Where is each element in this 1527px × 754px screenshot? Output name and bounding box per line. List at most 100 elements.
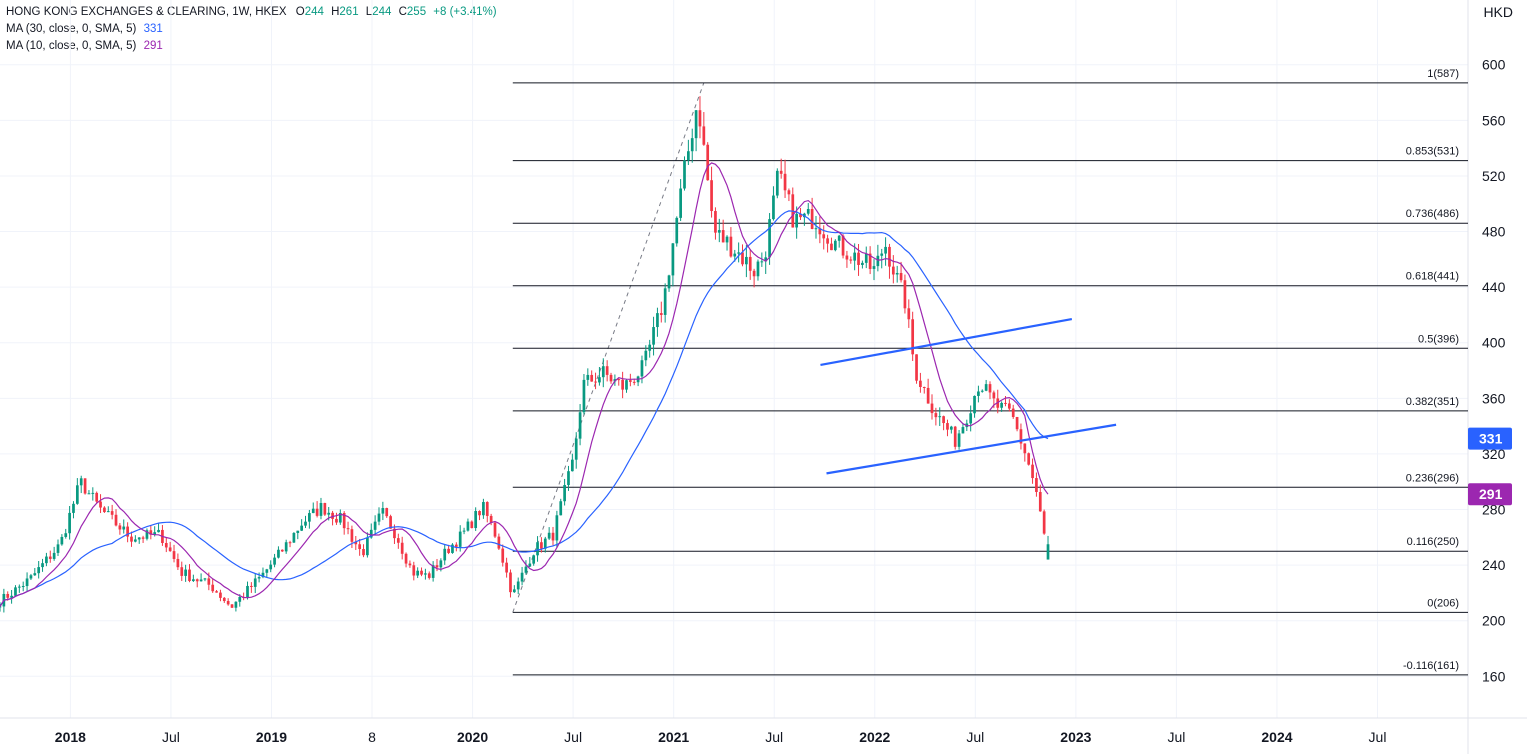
ma10-legend-label: MA (10, close, 0, SMA, 5) [6, 40, 137, 52]
candle-body [1031, 464, 1034, 479]
candle-body [702, 126, 706, 145]
candle-body [323, 503, 327, 515]
candle-body [37, 567, 41, 574]
chart-legend: HONG KONG EXCHANGES & CLEARING, 1W, HKEX… [6, 4, 497, 55]
candle-body [427, 573, 431, 578]
candle-body [118, 525, 122, 530]
ma30-legend-row[interactable]: MA (30, close, 0, SMA, 5) 331 [6, 21, 497, 38]
candle-body [1027, 453, 1031, 465]
candle-body [56, 544, 60, 553]
y-tick-label: 400 [1482, 335, 1506, 351]
candle-body [164, 543, 168, 548]
candle-body [458, 531, 462, 547]
y-tick-label: 200 [1482, 613, 1506, 629]
candle-body [946, 423, 949, 430]
candle-body [551, 532, 555, 541]
low-value: 244 [372, 6, 392, 18]
candle-body [130, 536, 133, 542]
candle-body [988, 384, 992, 393]
candle-body [640, 360, 644, 377]
ma30-legend-value: 331 [143, 23, 163, 35]
candle-body [192, 579, 195, 582]
candle-body [1000, 402, 1003, 408]
candle-body [644, 350, 648, 361]
candle-body [849, 259, 853, 261]
ma10-line [0, 162, 1049, 607]
candle-body [783, 173, 787, 191]
candle-body [714, 211, 717, 233]
candle-body [888, 246, 891, 267]
candle-body [95, 492, 99, 502]
candle-body [253, 578, 257, 587]
candle-body [358, 544, 362, 550]
candle-body [68, 512, 71, 534]
candle-body [451, 544, 454, 553]
open-value: 244 [304, 6, 324, 18]
candle-body [280, 549, 284, 552]
candle-body [482, 502, 485, 516]
candle-body [478, 511, 481, 516]
candle-body [408, 563, 412, 566]
candle-body [683, 160, 686, 189]
candle-body [830, 243, 833, 251]
candle-body [911, 319, 915, 355]
x-tick-label: 2018 [55, 729, 86, 745]
candle-body [493, 522, 497, 537]
candle-body [1004, 402, 1007, 404]
x-tick-label: 2023 [1060, 729, 1091, 745]
x-tick-label: 8 [368, 729, 376, 745]
candle-body [687, 151, 690, 161]
candle-body [103, 507, 106, 513]
candle-body [87, 493, 91, 495]
candle-body [373, 521, 377, 530]
fib-level-label: 0.236(296) [1406, 472, 1459, 484]
candle-body [412, 565, 416, 576]
candle-body [532, 555, 536, 564]
candle-body [126, 526, 129, 537]
candle-body [922, 386, 926, 388]
candle-body [772, 195, 775, 220]
candle-body [942, 416, 945, 424]
candle-body [520, 572, 524, 582]
candle-body [737, 252, 740, 254]
x-tick-label: 2019 [256, 729, 287, 745]
candle-body [288, 542, 292, 544]
candle-body [369, 529, 373, 538]
candle-body [366, 537, 369, 556]
candle-body [969, 413, 973, 424]
candle-body [75, 485, 79, 504]
candle-body [219, 592, 222, 598]
candle-body [10, 595, 13, 598]
candle-body [543, 538, 547, 549]
candle-body [895, 272, 899, 275]
fib-level-label: 0.618(441) [1406, 271, 1459, 283]
candle-body [1011, 408, 1015, 417]
candle-body [0, 606, 2, 608]
candle-body [690, 138, 694, 152]
candle-body [845, 255, 849, 260]
price-badge [1468, 427, 1512, 450]
candle-body [400, 542, 404, 554]
candle-body [516, 581, 520, 590]
candle-body [578, 412, 582, 439]
fib-level-label: 0.382(351) [1406, 396, 1459, 408]
candle-body [385, 508, 389, 517]
candle-body [470, 521, 474, 529]
candle-body [563, 485, 566, 502]
candle-body [72, 503, 75, 513]
ma10-legend-row[interactable]: MA (10, close, 0, SMA, 5) 291 [6, 38, 497, 55]
candle-body [431, 565, 435, 578]
candle-body [447, 548, 450, 553]
candle-body [41, 563, 44, 568]
candle-body [891, 266, 895, 275]
candle-body [25, 578, 29, 587]
candle-body [509, 572, 512, 593]
fib-level-label: 0.5(396) [1418, 333, 1459, 345]
trendline [826, 423, 1117, 475]
candle-body [775, 170, 779, 196]
fib-level-label: 0(206) [1427, 597, 1459, 609]
y-tick-label: 440 [1482, 279, 1506, 295]
candle-body [168, 547, 172, 552]
candle-body [1019, 429, 1023, 444]
